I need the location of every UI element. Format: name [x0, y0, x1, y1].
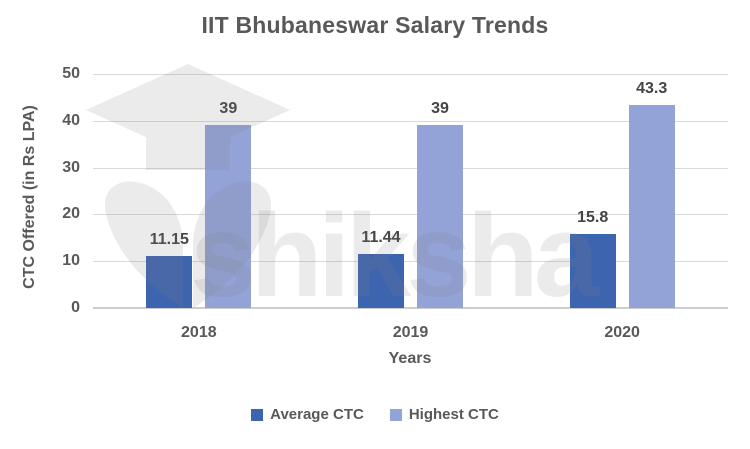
legend-label: Highest CTC	[408, 406, 499, 423]
x-tick-label: 2018	[181, 324, 217, 341]
bar-highest-ctc	[628, 105, 675, 308]
legend: Average CTC Highest CTC	[0, 406, 750, 423]
bar-average-ctc	[569, 234, 616, 308]
legend-label: Average CTC	[270, 406, 364, 423]
bar-highest-ctc	[205, 125, 252, 308]
gridline-0	[93, 307, 728, 309]
plot-area: 0 10 20 30 40 50 11.15 39 2018 11.44 39 2019 15.8 43.…	[62, 65, 728, 341]
y-tick-label: 20	[62, 205, 80, 223]
bar-data-label: 11.15	[149, 230, 189, 248]
gridline-50	[93, 74, 728, 75]
gridline-30	[93, 167, 728, 169]
chart-title: IIT Bhubaneswar Salary Trends	[201, 12, 549, 38]
bar-data-label: 15.8	[577, 209, 609, 227]
y-tick-label: 50	[62, 65, 80, 82]
legend-swatch-highest-ctc	[389, 408, 402, 421]
bar-data-label: 11.44	[361, 229, 401, 247]
bar-average-ctc	[358, 254, 404, 308]
y-tick-label: 10	[62, 252, 80, 270]
legend-item: Highest CTC	[389, 406, 499, 423]
bar-average-ctc	[146, 255, 193, 308]
bar-data-label: 39	[219, 100, 238, 118]
y-tick-label: 40	[62, 111, 80, 129]
bar-data-label: 39	[431, 100, 449, 118]
legend-swatch-average-ctc	[251, 408, 264, 421]
x-tick-label: 2019	[392, 324, 429, 341]
x-tick-label: 2020	[604, 324, 640, 341]
x-axis-title: Years	[388, 350, 432, 367]
y-tick-label: 30	[62, 158, 80, 176]
gridline-40	[93, 120, 728, 122]
legend-item: Average CTC	[251, 406, 364, 423]
bar-data-label: 43.3	[636, 80, 668, 98]
y-tick-label: 0	[71, 299, 80, 316]
gridline-10	[93, 261, 728, 263]
bar-highest-ctc	[417, 125, 463, 308]
gridline-20	[93, 214, 728, 216]
